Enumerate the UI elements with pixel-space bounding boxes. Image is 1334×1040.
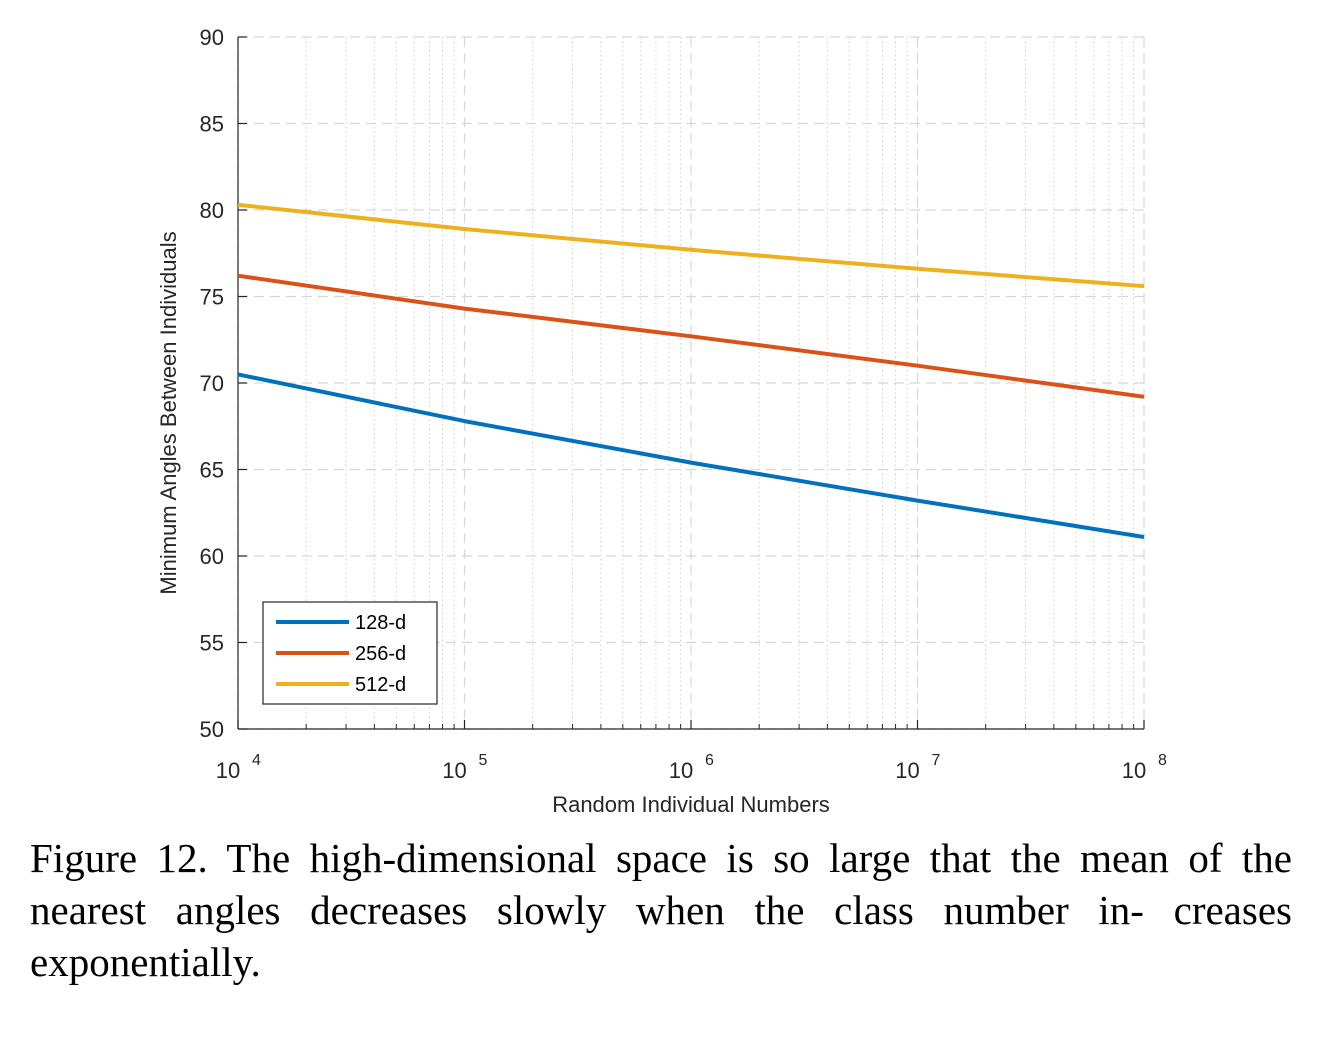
y-tick-label: 55 [200, 631, 224, 656]
legend-label-256-d: 256-d [355, 643, 406, 665]
axes [237, 36, 1145, 730]
x-tick-label: 10 [895, 758, 919, 783]
y-tick-label: 60 [200, 544, 224, 569]
y-tick-label: 80 [200, 198, 224, 223]
x-tick-labels: 10 4 10 5 10 6 10 7 10 8 [216, 752, 1167, 783]
x-tick-label: 10 [669, 758, 693, 783]
x-axis-label: Random Individual Numbers [552, 792, 830, 817]
series-lines [237, 202, 1145, 539]
x-tick-exponent: 5 [479, 752, 488, 769]
legend: 128-d 256-d 512-d [262, 601, 438, 705]
series-line-256-d [237, 273, 1145, 399]
legend-label-512-d: 512-d [355, 674, 406, 696]
y-tick-label: 70 [200, 371, 224, 396]
x-tick-exponent: 8 [1158, 752, 1167, 769]
x-tick-label: 10 [1122, 758, 1146, 783]
y-tick-label: 90 [200, 25, 224, 50]
x-tick-label: 10 [216, 758, 240, 783]
y-axis-label: Minimum Angles Between Individuals [156, 231, 181, 594]
x-tick-exponent: 6 [705, 752, 714, 769]
y-tick-label: 85 [200, 112, 224, 137]
series-line-128-d [237, 372, 1145, 539]
figure-caption: Figure 12. The high-dimensional space is… [30, 835, 1292, 985]
x-tick-exponent: 7 [932, 752, 941, 769]
chart: 50 55 60 65 70 75 80 85 90 10 4 10 5 10 6 10 7 10 8 Rando… [156, 25, 1167, 817]
legend-label-128-d: 128-d [355, 612, 406, 634]
x-tick-exponent: 4 [252, 752, 261, 769]
y-tick-label: 75 [200, 285, 224, 310]
y-tick-labels: 50 55 60 65 70 75 80 85 90 [200, 25, 224, 742]
legend-items: 128-d 256-d 512-d [276, 612, 406, 696]
x-tick-label: 10 [442, 758, 466, 783]
series-line-512-d [237, 202, 1145, 289]
y-tick-label: 65 [200, 458, 224, 483]
y-tick-label: 50 [200, 717, 224, 742]
